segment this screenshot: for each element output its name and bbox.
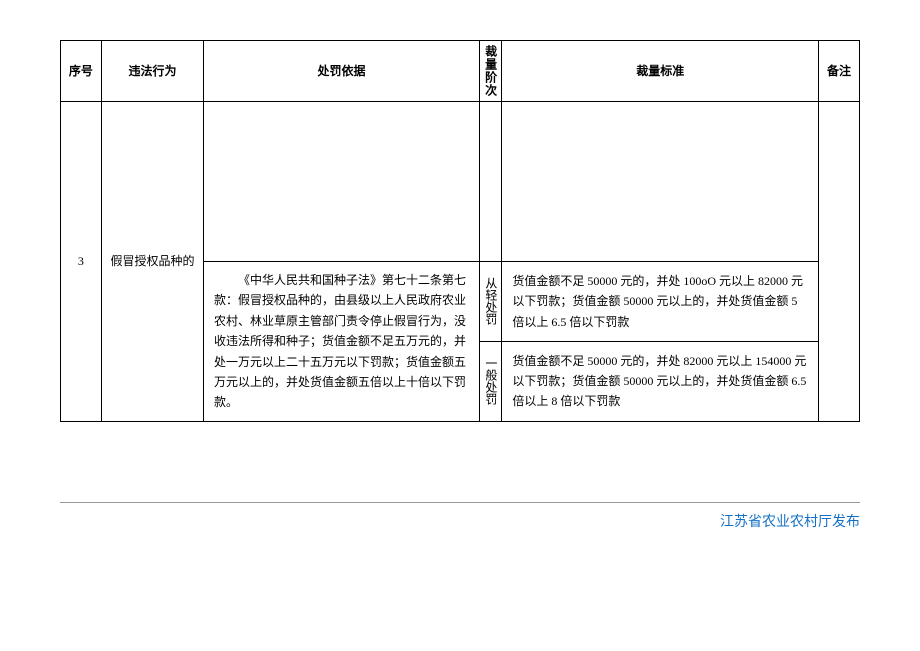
table-header: 序号 违法行为 处罚依据 裁量阶次 裁量标准 备注 <box>61 41 860 102</box>
basis-cell: 《中华人民共和国种子法》第七十二条第七款：假冒授权品种的，由县级以上人民政府农业… <box>204 262 480 422</box>
standard-cell-2: 货值金额不足 50000 元的，并处 82000 元以上 154000 元以下罚… <box>502 341 819 421</box>
standard-cell-1: 货值金额不足 50000 元的，并处 100oO 元以上 82000 元以下罚款… <box>502 262 819 342</box>
remark-cell <box>819 102 860 422</box>
col-seq-header: 序号 <box>61 41 102 102</box>
footer: 江苏省农业农村厅发布 <box>60 502 860 531</box>
header-row: 序号 违法行为 处罚依据 裁量阶次 裁量标准 备注 <box>61 41 860 102</box>
publisher-text: 江苏省农业农村厅发布 <box>720 513 860 529</box>
empty-basis-cell <box>204 102 480 262</box>
level-cell-1: 从轻处罚 <box>479 262 501 342</box>
col-basis-header: 处罚依据 <box>204 41 480 102</box>
table-body: 3 假冒授权品种的 《中华人民共和国种子法》第七十二条第七款：假冒授权品种的，由… <box>61 102 860 422</box>
empty-level-cell <box>479 102 501 262</box>
level-cell-2: 一般处罚 <box>479 341 501 421</box>
behavior-cell: 假冒授权品种的 <box>101 102 203 422</box>
empty-standard-cell <box>502 102 819 262</box>
col-standard-header: 裁量标准 <box>502 41 819 102</box>
col-remark-header: 备注 <box>819 41 860 102</box>
col-level-header: 裁量阶次 <box>479 41 501 102</box>
col-behavior-header: 违法行为 <box>101 41 203 102</box>
penalty-table: 序号 违法行为 处罚依据 裁量阶次 裁量标准 备注 3 假冒授权品种的 《中华人… <box>60 40 860 422</box>
empty-row: 3 假冒授权品种的 <box>61 102 860 262</box>
seq-cell: 3 <box>61 102 102 422</box>
